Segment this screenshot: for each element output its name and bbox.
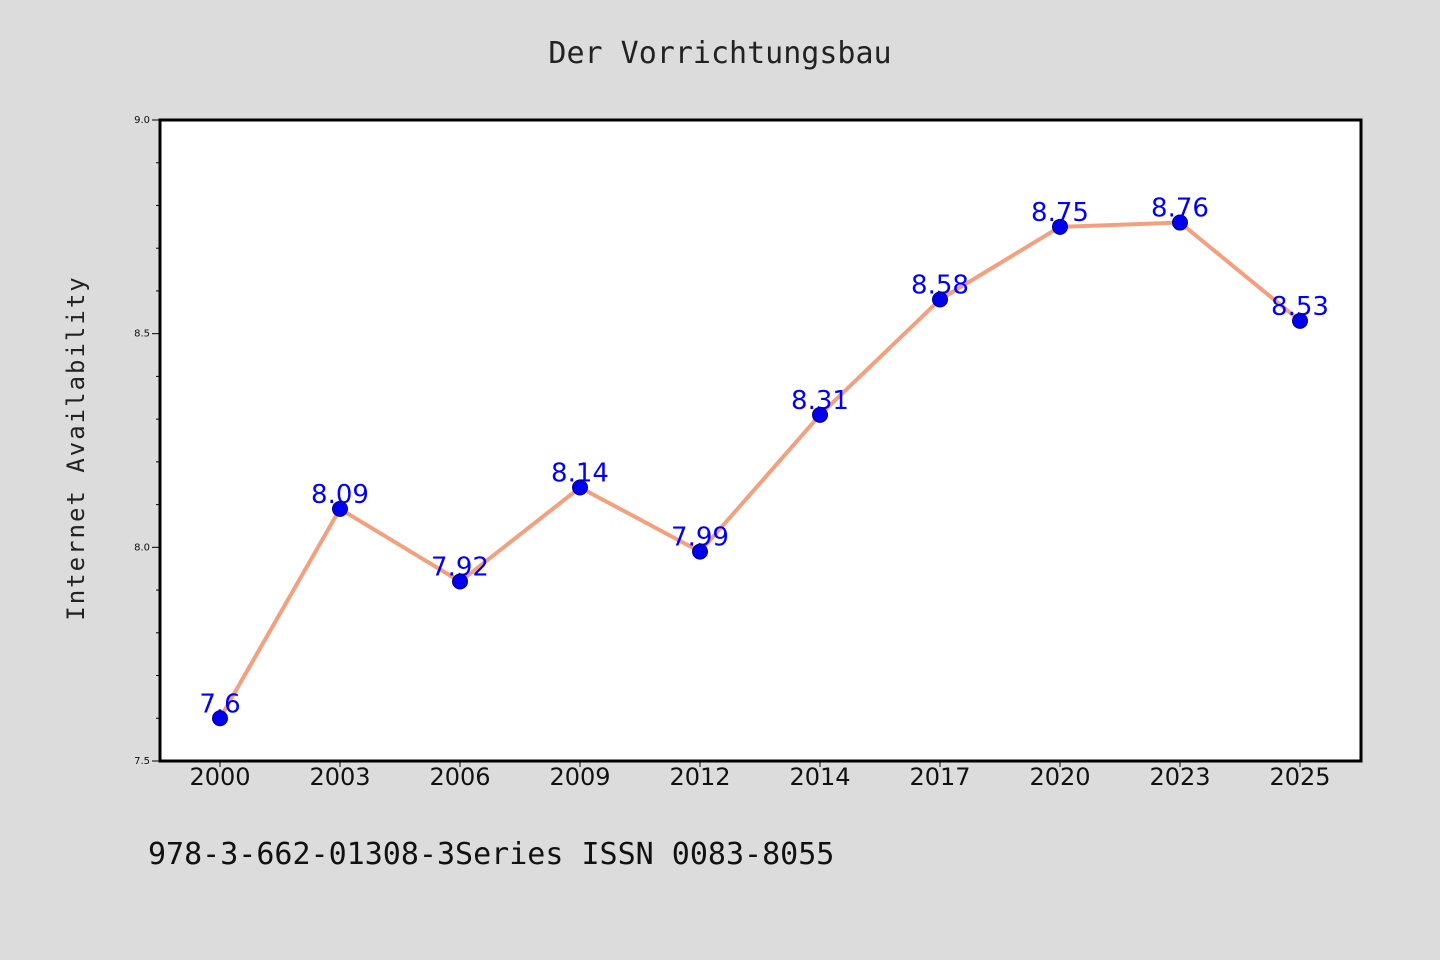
x-tick-label-2012: 2012 <box>669 763 730 791</box>
x-tick-label-2009: 2009 <box>549 763 610 791</box>
x-tick-label-2006: 2006 <box>429 763 490 791</box>
data-point-2025 <box>1292 312 1308 329</box>
series-points-group <box>212 214 1308 727</box>
x-tick-label-2014: 2014 <box>789 763 850 791</box>
x-tick-label-2023: 2023 <box>1149 763 1210 791</box>
x-tick-label-2017: 2017 <box>909 763 970 791</box>
y-axis-ticks: 7.5 8.0 8.5 9.0 <box>134 115 160 767</box>
y-tick-label-7.5: 7.5 <box>134 756 150 767</box>
data-point-2023 <box>1172 214 1188 231</box>
x-axis-ticks: 2000 2003 2006 2009 2012 2014 2017 2020 2023 2025 <box>189 761 1331 791</box>
y-tick-label-8.0: 8.0 <box>134 542 150 553</box>
data-point-2012 <box>692 543 708 560</box>
data-point-2006 <box>452 573 468 590</box>
footer-text: 978-3-662-01308-3Series ISSN 0083-8055 <box>148 837 834 872</box>
chart-title: Der Vorrichtungsbau <box>548 36 891 71</box>
data-point-2009 <box>572 479 588 496</box>
plot-area <box>160 120 1361 761</box>
y-tick-label-9.0: 9.0 <box>134 115 150 126</box>
x-tick-label-2003: 2003 <box>309 763 370 791</box>
data-point-2014 <box>812 406 828 423</box>
data-point-2000 <box>212 710 228 727</box>
x-tick-label-2000: 2000 <box>189 763 250 791</box>
data-point-2020 <box>1052 218 1068 235</box>
series-line <box>218 220 1302 721</box>
series-line-group <box>218 220 1302 721</box>
y-tick-label-8.5: 8.5 <box>134 329 150 340</box>
data-point-2017 <box>932 291 948 308</box>
y-axis-label: Internet Availability <box>62 275 90 620</box>
data-point-2003 <box>332 500 348 517</box>
x-tick-label-2025: 2025 <box>1269 763 1330 791</box>
plot-frame <box>158 118 1363 763</box>
x-tick-label-2020: 2020 <box>1029 763 1090 791</box>
